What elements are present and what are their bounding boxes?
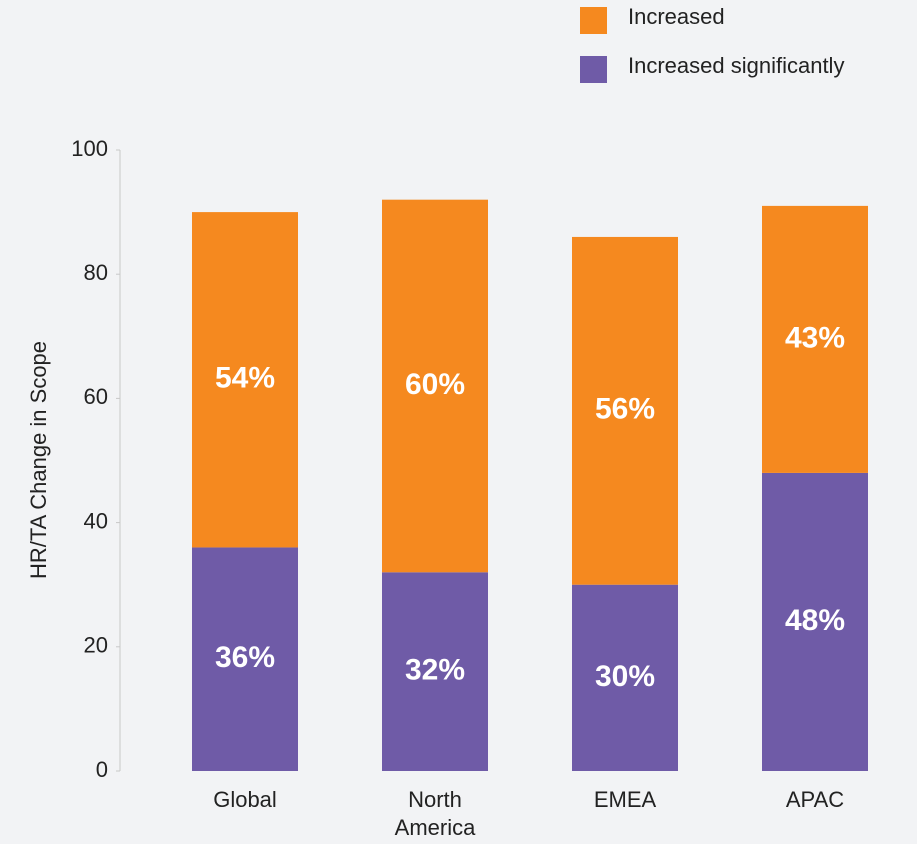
y-tick-label: 60	[84, 384, 108, 409]
bar-segment	[572, 236, 678, 585]
legend-label: Increased significantly	[628, 53, 844, 78]
data-label: 48%	[785, 604, 845, 637]
bar-segment	[572, 584, 678, 771]
x-tick-label: Global	[213, 787, 277, 812]
y-tick-label: 100	[71, 136, 108, 161]
legend-label: Increased	[628, 4, 725, 29]
y-tick-label: 40	[84, 508, 108, 533]
bar-segment	[382, 199, 488, 573]
data-label: 54%	[215, 362, 275, 395]
bar-segment	[762, 472, 868, 771]
x-tick-label: North America	[394, 787, 476, 840]
legend-swatch	[580, 7, 607, 34]
bar-segment	[382, 572, 488, 771]
x-tick-label: EMEA	[593, 787, 657, 812]
data-label: 60%	[405, 368, 465, 401]
data-label: 56%	[595, 393, 655, 426]
y-tick-label: 0	[96, 757, 108, 782]
data-label: 36%	[215, 641, 275, 674]
bar-segment	[192, 212, 298, 548]
legend-swatch	[580, 56, 607, 83]
data-label: 43%	[785, 321, 845, 354]
data-label: 32%	[405, 654, 465, 687]
y-tick-label: 20	[84, 633, 108, 658]
y-axis-label: HR/TA Change in Scope	[26, 341, 51, 579]
bar-segment	[192, 547, 298, 771]
bar-segment	[762, 205, 868, 473]
x-tick-label: APAC	[785, 787, 845, 812]
data-label: 30%	[595, 660, 655, 693]
y-tick-label: 80	[84, 260, 108, 285]
